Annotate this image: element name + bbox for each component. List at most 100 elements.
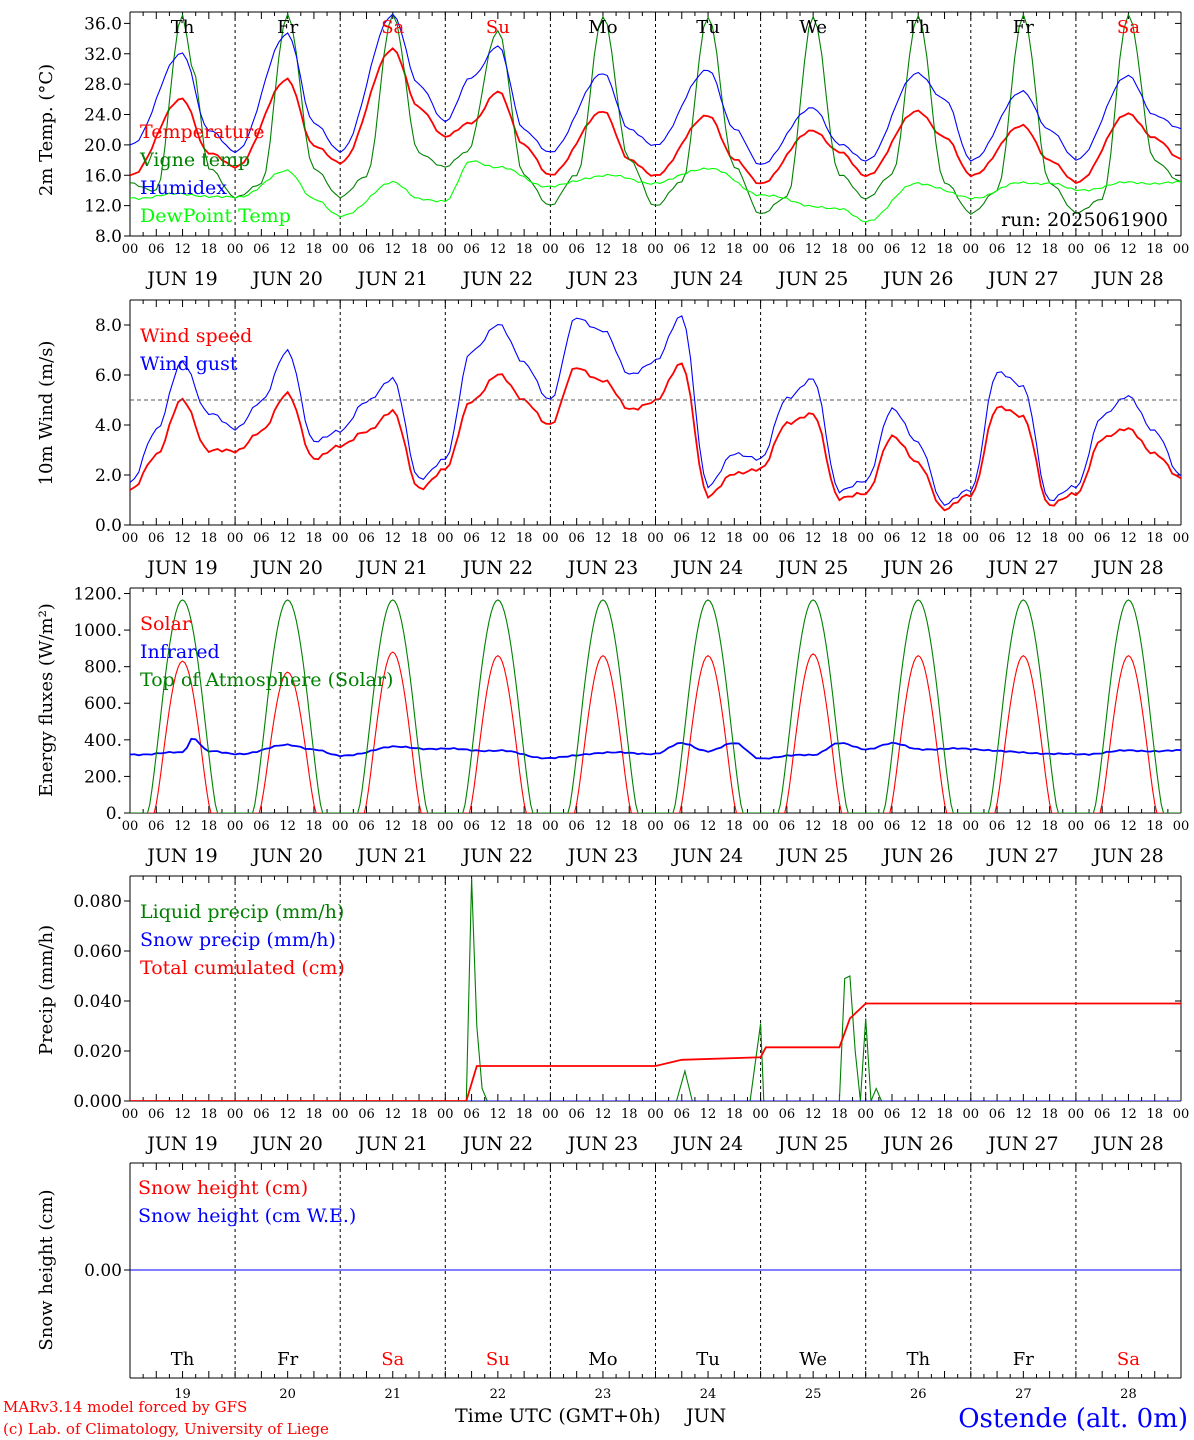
x-tick-label: 12 [805, 242, 822, 257]
day-name-top: Fr [277, 17, 298, 38]
x-tick-label: 18 [621, 242, 638, 257]
x-tick-label: 00 [437, 819, 454, 834]
x-tick-label: 00 [122, 242, 139, 257]
y-tick-label: 800. [84, 658, 122, 678]
x-tick-label: 18 [411, 531, 428, 546]
x-tick-label: 12 [910, 1107, 927, 1122]
y-axis-label: Snow height (cm) [36, 1189, 57, 1350]
x-tick-label: 12 [490, 242, 507, 257]
series-line [130, 1002, 1181, 1101]
day-name-top: Su [486, 17, 510, 38]
x-date-label: JUN 25 [776, 557, 848, 579]
x-tick-label: 00 [963, 1107, 980, 1122]
x-tick-label: 12 [595, 1107, 612, 1122]
y-tick-label: 20.0 [84, 136, 122, 156]
day-name-top: Sa [381, 17, 404, 38]
x-tick-label: 06 [253, 242, 270, 257]
legend-entry: Vigne temp [139, 149, 250, 171]
x-tick-label: 00 [332, 1107, 349, 1122]
x-tick-label: 00 [752, 242, 769, 257]
x-tick-label: 00 [752, 1107, 769, 1122]
x-tick-label: 18 [1146, 531, 1163, 546]
day-number: 28 [1120, 1387, 1137, 1402]
x-tick-label: 00 [1068, 242, 1085, 257]
x-tick-label: 18 [831, 531, 848, 546]
x-tick-label: 06 [568, 1107, 585, 1122]
legend-entry: Solar [140, 613, 192, 635]
x-tick-label: 06 [989, 242, 1006, 257]
x-tick-label: 00 [1173, 531, 1190, 546]
x-date-label: JUN 23 [566, 557, 638, 579]
x-tick-label: 18 [201, 531, 218, 546]
x-tick-label: 06 [884, 819, 901, 834]
x-tick-label: 00 [647, 1107, 664, 1122]
series-line [130, 160, 1181, 223]
y-tick-label: 8.0 [95, 227, 122, 247]
panel-1: 00 06 12 18 JUN 19 00 06 12 18 JUN 20 00 06 12 18 JUN … [36, 11, 1189, 290]
x-tick-label: 18 [306, 531, 323, 546]
x-date-label: JUN 21 [356, 557, 428, 579]
x-tick-label: 12 [384, 242, 401, 257]
x-tick-label: 00 [227, 531, 244, 546]
x-tick-label: 06 [779, 242, 796, 257]
y-tick-label: 0.0 [95, 516, 122, 536]
footer-model-line: MARv3.14 model forced by GFS [3, 1398, 247, 1416]
x-tick-label: 06 [358, 242, 375, 257]
x-tick-label: 12 [174, 819, 191, 834]
x-date-label: JUN 25 [776, 268, 848, 290]
x-tick-label: 00 [542, 242, 559, 257]
x-tick-label: 00 [542, 531, 559, 546]
x-date-label: JUN 24 [671, 268, 743, 290]
x-tick-label: 00 [963, 819, 980, 834]
x-tick-label: 06 [253, 531, 270, 546]
x-tick-label: 06 [463, 531, 480, 546]
x-tick-label: 12 [1120, 1107, 1137, 1122]
x-tick-label: 06 [674, 1107, 691, 1122]
day-name-bottom: Fr [1013, 1349, 1034, 1370]
x-date-label: JUN 28 [1091, 845, 1163, 867]
x-date-label: JUN 20 [250, 1133, 322, 1155]
panel-5: 0.00 Snow height (cm) Snow height (cm) Snow… [36, 1162, 1182, 1379]
x-date-label: JUN 28 [1091, 1133, 1163, 1155]
x-tick-label: 18 [936, 242, 953, 257]
legend-entry: DewPoint Temp [140, 205, 291, 227]
x-tick-label: 12 [174, 242, 191, 257]
x-tick-label: 12 [384, 1107, 401, 1122]
x-tick-label: 06 [989, 531, 1006, 546]
x-tick-label: 18 [306, 819, 323, 834]
legend-entry: Infrared [140, 641, 220, 663]
x-tick-label: 12 [1120, 819, 1137, 834]
x-date-label: JUN 28 [1091, 557, 1163, 579]
x-date-label: JUN 20 [250, 845, 322, 867]
series-line [130, 599, 1181, 813]
x-tick-label: 12 [1120, 531, 1137, 546]
day-number: 27 [1015, 1387, 1032, 1402]
x-tick-label: 18 [411, 819, 428, 834]
x-tick-label: 06 [463, 242, 480, 257]
x-tick-label: 18 [201, 242, 218, 257]
x-tick-label: 18 [936, 531, 953, 546]
x-tick-label: 06 [148, 1107, 165, 1122]
day-name-top: We [799, 17, 827, 38]
x-tick-label: 00 [1068, 1107, 1085, 1122]
x-tick-label: 12 [279, 531, 296, 546]
day-name-top: Sa [1117, 17, 1140, 38]
x-date-label: JUN 27 [986, 1133, 1058, 1155]
x-tick-label: 00 [647, 242, 664, 257]
x-tick-label: 00 [332, 819, 349, 834]
x-tick-label: 06 [1094, 242, 1111, 257]
day-number: 21 [384, 1387, 401, 1402]
series-group [130, 878, 1181, 1101]
day-name-bottom: Fr [277, 1349, 298, 1370]
x-tick-label: 00 [332, 531, 349, 546]
x-date-label: JUN 25 [776, 845, 848, 867]
x-date-label: JUN 19 [145, 557, 217, 579]
x-tick-label: 00 [857, 242, 874, 257]
x-tick-label: 18 [726, 531, 743, 546]
x-tick-label: 12 [1015, 1107, 1032, 1122]
y-axis-label: 10m Wind (m/s) [36, 341, 57, 486]
x-tick-label: 00 [1173, 819, 1190, 834]
series-line [130, 12, 1181, 215]
x-tick-label: 18 [936, 1107, 953, 1122]
legend-entry: Wind speed [140, 325, 252, 347]
